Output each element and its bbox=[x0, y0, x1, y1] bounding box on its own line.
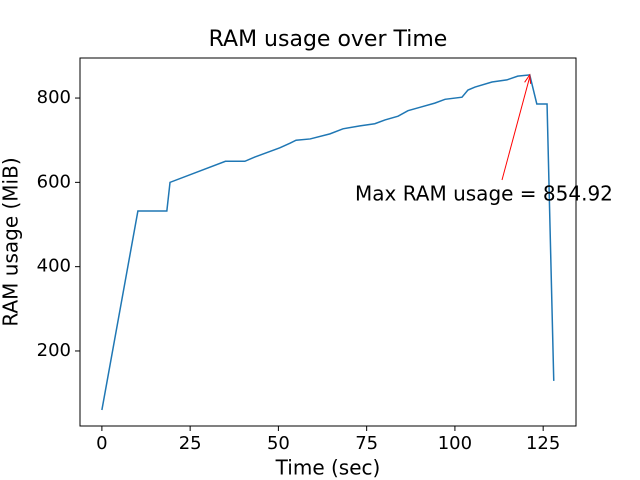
y-tick-label: 800 bbox=[37, 87, 71, 108]
data-line bbox=[101, 74, 555, 411]
x-tick-label: 75 bbox=[355, 433, 378, 454]
plot-frame bbox=[79, 57, 577, 427]
x-tick-label: 25 bbox=[179, 433, 202, 454]
annotation-arrow-head bbox=[524, 73, 532, 84]
x-tick-label: 100 bbox=[438, 433, 472, 454]
annotation-arrow bbox=[501, 76, 531, 181]
x-tick-label: 125 bbox=[526, 433, 560, 454]
y-tick-label: 200 bbox=[37, 340, 71, 361]
x-tick-label: 0 bbox=[96, 433, 107, 454]
x-axis-label: Time (sec) bbox=[275, 456, 381, 480]
chart-title: RAM usage over Time bbox=[209, 27, 448, 52]
annotation-text: Max RAM usage = 854.92 bbox=[355, 182, 613, 206]
y-axis-label: RAM usage (MiB) bbox=[0, 157, 23, 326]
y-tick-label: 400 bbox=[37, 256, 71, 277]
y-tick-label: 600 bbox=[37, 171, 71, 192]
x-tick-label: 50 bbox=[267, 433, 290, 454]
